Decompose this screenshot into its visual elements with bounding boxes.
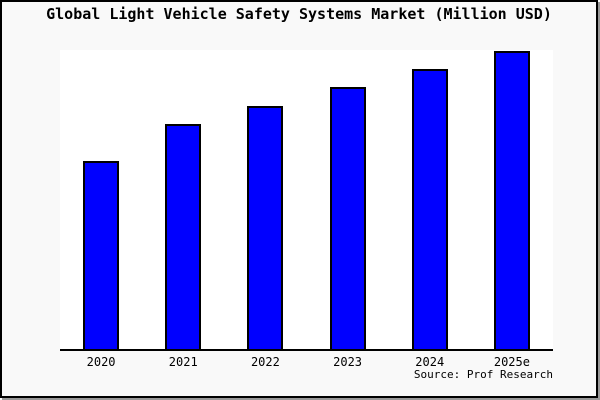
x-tick-label-2023: 2023: [333, 355, 363, 369]
bar-2022: [247, 105, 284, 349]
bar-2020: [83, 161, 120, 349]
x-axis-labels: 2020 2021 2022 2023 2024 2025e: [60, 355, 553, 371]
x-tick-label-2025e: 2025e: [493, 355, 530, 369]
plot-area: [60, 50, 553, 351]
x-tick-label-2022: 2022: [250, 355, 280, 369]
x-tick-label-2020: 2020: [86, 355, 116, 369]
x-tick-label-2021: 2021: [168, 355, 198, 369]
x-tick-label-2024: 2024: [415, 355, 445, 369]
bar-2024: [411, 68, 448, 349]
bar-2025e: [493, 51, 530, 349]
bar-2021: [165, 123, 202, 349]
source-text: Source: Prof Research: [413, 368, 553, 381]
chart-title: Global Light Vehicle Safety Systems Mark…: [46, 5, 552, 23]
bar-2023: [329, 86, 366, 349]
